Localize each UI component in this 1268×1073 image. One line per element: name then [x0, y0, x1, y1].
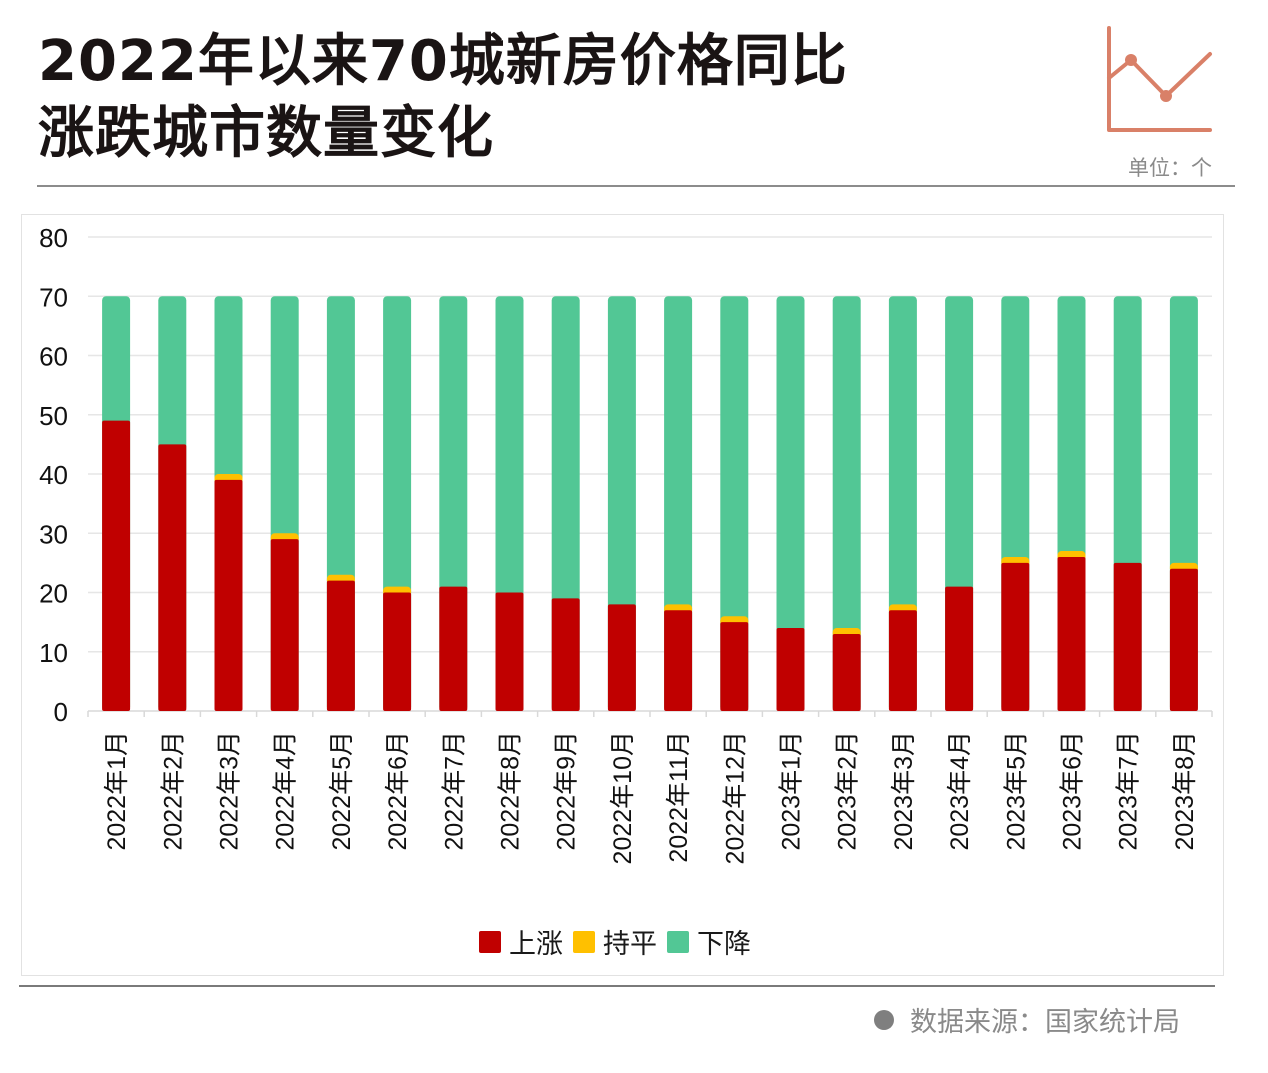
chart-title-line2: 涨跌城市数量变化 [38, 101, 494, 166]
bar-stack [945, 296, 974, 711]
bar-stack [214, 296, 243, 711]
x-tick-label: 2023年1月 [778, 731, 806, 851]
x-tick-label: 2022年10月 [609, 731, 637, 864]
y-tick-label: 20 [39, 579, 68, 609]
bar-segment-up [1113, 562, 1142, 711]
bar-segment-up [664, 610, 693, 711]
bar-segment-up [1001, 562, 1030, 711]
x-tick-label: 2022年6月 [384, 731, 412, 851]
x-tick-label: 2023年7月 [1115, 731, 1143, 851]
bar-stack [158, 296, 187, 711]
y-tick-label: 0 [54, 697, 68, 727]
x-tick-label: 2022年12月 [721, 731, 749, 864]
legend-swatch-up [479, 930, 501, 953]
chart-title: 2022年以来70城新房价格同比 涨跌城市数量变化 [38, 26, 848, 170]
bar-segment-down [720, 296, 749, 711]
y-axis-ticks: 0 10 20 30 40 50 60 70 80 [39, 223, 68, 727]
x-tick-label: 2023年5月 [1002, 731, 1030, 851]
x-tick-label: 2023年6月 [1059, 731, 1087, 851]
bar-segment-up [158, 444, 187, 711]
header-divider [37, 185, 1235, 187]
bar-stack [1113, 296, 1142, 711]
bar-segment-up [1057, 556, 1086, 711]
bar-segment-down [832, 296, 861, 711]
chart-frame [21, 214, 1224, 976]
bar-stack [888, 296, 917, 711]
bar-segment-up [495, 592, 524, 711]
bar-segment-up [607, 604, 636, 711]
bar-segment-up [945, 586, 974, 711]
y-tick-label: 80 [39, 223, 68, 253]
footer-divider [19, 985, 1215, 987]
x-tick-label: 2022年1月 [103, 731, 131, 851]
legend-label-up: 上涨 [509, 929, 563, 960]
unit-label: 单位：个 [1128, 156, 1212, 180]
bar-stack [383, 296, 412, 711]
bar-segment-up [439, 586, 468, 711]
bar-stack [551, 296, 580, 711]
bar-segment-up [383, 592, 412, 711]
bar-segment-up [326, 580, 355, 711]
bar-stack [326, 296, 355, 711]
y-tick-label: 30 [39, 519, 68, 549]
legend-swatch-down [667, 930, 689, 953]
bar-stack [1001, 296, 1030, 711]
bar-segment-up [551, 598, 580, 711]
x-tick-label: 2022年5月 [328, 731, 356, 851]
data-source-label: 数据来源：国家统计局 [910, 1007, 1180, 1038]
legend-swatch-flat [573, 930, 595, 953]
bars [102, 296, 1198, 711]
x-tick-label: 2022年4月 [272, 731, 300, 851]
x-tick-label: 2022年8月 [497, 731, 525, 851]
bullet-icon [874, 1009, 894, 1030]
x-tick-label: 2022年2月 [159, 731, 187, 851]
bar-stack [607, 296, 636, 711]
x-tick-label: 2022年3月 [216, 731, 244, 851]
bar-stack [439, 296, 468, 711]
bar-stack [1169, 296, 1198, 711]
legend-label-flat: 持平 [603, 929, 657, 960]
x-tick-label: 2023年3月 [890, 731, 918, 851]
bar-stack [102, 296, 131, 711]
x-tick-label: 2022年11月 [665, 731, 693, 863]
bar-segment-up [888, 610, 917, 711]
bar-segment-up [776, 628, 805, 711]
y-tick-label: 70 [39, 282, 68, 312]
bar-stack [832, 296, 861, 711]
x-tick-label: 2023年4月 [946, 731, 974, 851]
bar-segment-up [214, 479, 243, 711]
bar-segment-up [270, 539, 299, 711]
y-tick-label: 40 [39, 460, 68, 490]
x-tick-label: 2022年7月 [440, 731, 468, 851]
legend-item-up: 上涨 [479, 922, 563, 961]
x-tick-label: 2023年8月 [1171, 731, 1199, 851]
bar-stack [720, 296, 749, 711]
bar-stack [664, 296, 693, 711]
line-chart-icon [1107, 26, 1212, 132]
legend-label-down: 下降 [697, 929, 751, 960]
gridlines [87, 236, 1213, 717]
x-tick-label: 2022年9月 [553, 731, 581, 851]
legend-item-flat: 持平 [573, 922, 657, 961]
x-axis-ticks: 2022年1月 2022年2月 2022年3月 2022年4月 2022年5月 2022年… [103, 731, 1199, 864]
bar-stack [270, 296, 299, 711]
bar-segment-up [1169, 568, 1198, 711]
bar-stack [776, 296, 805, 711]
bar-segment-up [832, 633, 861, 711]
bar-segment-up [102, 420, 131, 711]
x-tick-label: 2023年2月 [834, 731, 862, 851]
legend: 上涨 持平 下降 [479, 922, 761, 961]
data-source: 数据来源：国家统计局 [874, 1000, 1180, 1039]
chart-title-line1: 2022年以来70城新房价格同比 [38, 29, 848, 94]
bar-stack [1057, 296, 1086, 711]
y-tick-label: 60 [39, 342, 68, 372]
legend-item-down: 下降 [667, 922, 751, 961]
bar-stack [495, 296, 524, 711]
bar-segment-up [720, 622, 749, 711]
y-tick-label: 10 [39, 638, 68, 668]
bar-segment-down [776, 296, 805, 711]
y-tick-label: 50 [39, 401, 68, 431]
